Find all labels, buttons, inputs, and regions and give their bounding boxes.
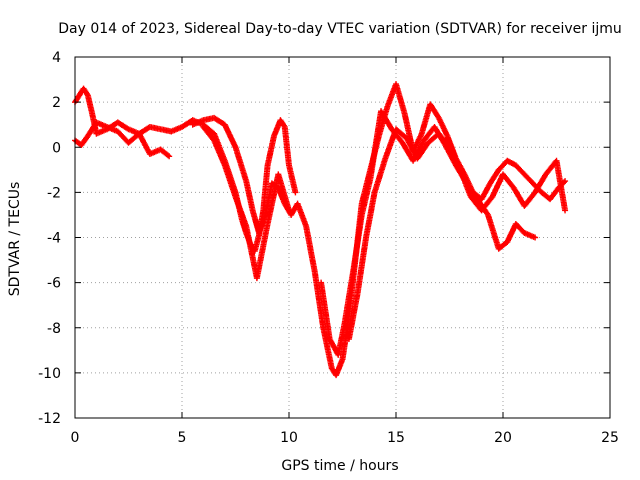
y-tick-label: -6 (47, 276, 61, 292)
series-3 (200, 123, 292, 282)
x-tick-label: 20 (494, 430, 512, 446)
grid-lines (75, 57, 610, 418)
y-tick-label: -4 (47, 231, 61, 247)
y-axis-label: SDTVAR / TECUs (7, 182, 23, 297)
y-tick-label: -12 (38, 411, 61, 427)
x-tick-label: 10 (280, 430, 298, 446)
x-axis-label: GPS time / hours (281, 458, 398, 474)
series-trail (72, 86, 298, 253)
x-tick-label: 0 (71, 430, 80, 446)
y-tick-label: -10 (38, 366, 61, 382)
y-tick-label: 2 (52, 95, 61, 111)
axis-ticks: 0 5 10 15 20 25 -12 -10 -8 -6 -4 -2 0 2 4 (38, 50, 619, 446)
series-5 (345, 126, 569, 343)
series-trail (201, 125, 292, 280)
x-tick-label: 5 (178, 430, 187, 446)
data-series (72, 81, 569, 379)
y-tick-label: -2 (47, 185, 61, 201)
series-4 (318, 108, 539, 358)
y-tick-label: 4 (52, 50, 61, 66)
series-trail (346, 127, 568, 341)
x-tick-label: 15 (387, 430, 405, 446)
series-trail (73, 120, 171, 159)
x-tick-label: 25 (601, 430, 619, 446)
y-tick-label: -8 (47, 321, 61, 337)
chart-title: Day 014 of 2023, Sidereal Day-to-day VTE… (58, 21, 622, 37)
y-tick-label: 0 (52, 140, 61, 156)
